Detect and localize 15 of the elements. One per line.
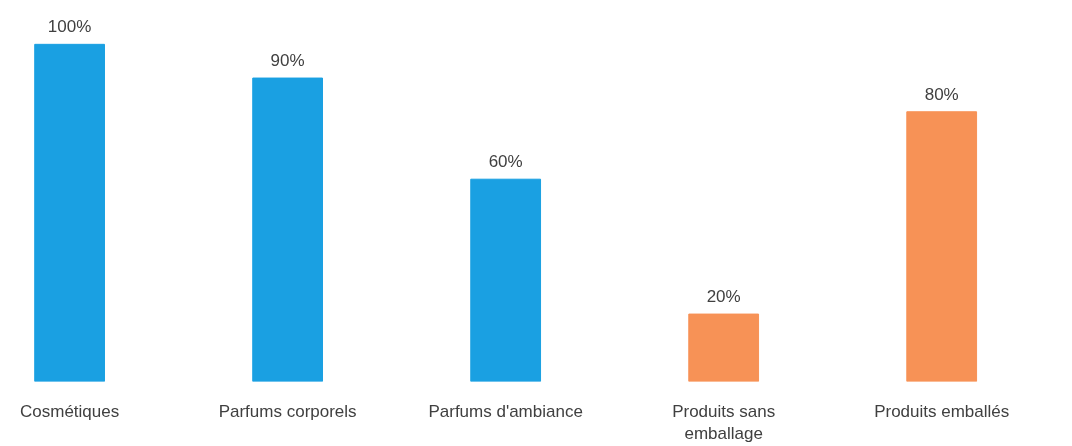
bar xyxy=(252,77,324,382)
bar xyxy=(906,111,978,382)
bar xyxy=(470,178,542,382)
data-label: 60% xyxy=(488,152,523,172)
x-tick-label: Produits sans emballage xyxy=(672,401,776,444)
data-label: 80% xyxy=(924,84,959,104)
bar xyxy=(688,313,760,382)
x-tick-label: Parfums corporels xyxy=(218,401,357,421)
bar xyxy=(34,43,105,382)
data-label: 100% xyxy=(47,17,92,37)
data-label: 90% xyxy=(270,51,305,71)
data-label: 20% xyxy=(706,287,741,307)
x-tick-label: Cosmétiques xyxy=(20,401,120,421)
x-tick-label: Parfums d'ambiance xyxy=(428,401,583,421)
x-tick-label: Produits emballés xyxy=(874,401,1010,421)
